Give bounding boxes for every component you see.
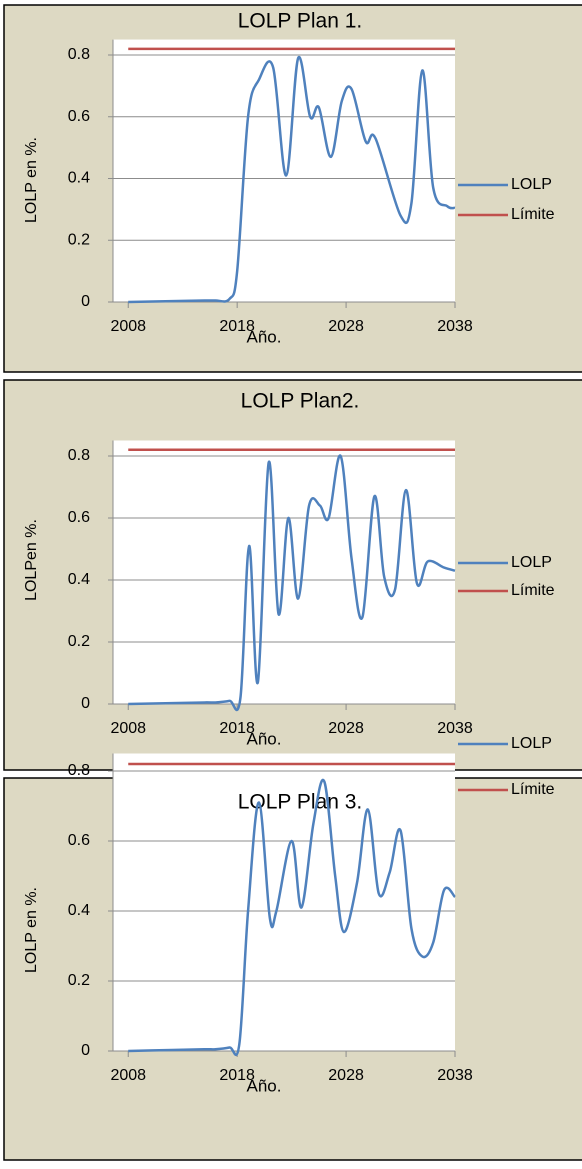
x-tick-label: 2018 xyxy=(219,1067,255,1084)
legend-label: Límite xyxy=(511,206,555,223)
x-tick-label: 2018 xyxy=(219,318,255,335)
y-tick-label: 0.8 xyxy=(68,762,90,779)
x-tick-label: 2008 xyxy=(110,318,146,335)
x-tick-label: 2008 xyxy=(110,1067,146,1084)
y-axis-label: LOLP en %. xyxy=(23,887,40,973)
legend-label: Límite xyxy=(511,781,555,798)
chart-title: LOLP Plan2. xyxy=(241,390,360,413)
series-line xyxy=(128,56,456,304)
y-tick-label: 0 xyxy=(81,293,90,310)
y-tick-label: 0.6 xyxy=(68,832,90,849)
y-tick-label: 0.6 xyxy=(68,509,90,526)
x-tick-label: 2018 xyxy=(219,720,255,737)
series-line xyxy=(128,454,456,712)
legend-label: LOLP xyxy=(511,735,552,752)
y-tick-label: 0.6 xyxy=(68,108,90,125)
x-tick-label: 2028 xyxy=(328,318,364,335)
y-tick-label: 0.8 xyxy=(68,46,90,63)
x-tick-label: 2008 xyxy=(110,720,146,737)
y-tick-label: 0.2 xyxy=(68,633,90,650)
chart-title: LOLP Plan 1. xyxy=(238,10,363,33)
x-tick-label: 2038 xyxy=(437,1067,473,1084)
x-axis-label: Año. xyxy=(247,729,282,748)
x-tick-label: 2028 xyxy=(328,720,364,737)
legend-label: LOLP xyxy=(511,176,552,193)
y-tick-label: 0.4 xyxy=(68,902,90,919)
y-tick-label: 0.2 xyxy=(68,972,90,989)
chart-title: LOLP Plan 3. xyxy=(238,791,363,814)
x-axis-label: Año. xyxy=(247,327,282,346)
x-tick-label: 2028 xyxy=(328,1067,364,1084)
x-tick-label: 2038 xyxy=(437,720,473,737)
y-tick-label: 0 xyxy=(81,1042,90,1059)
series-line xyxy=(128,778,456,1057)
y-tick-label: 0.2 xyxy=(68,231,90,248)
y-axis-label: LOLP en %. xyxy=(23,137,40,223)
y-tick-label: 0 xyxy=(81,695,90,712)
plot-area xyxy=(113,753,455,1051)
x-axis-label: Año. xyxy=(247,1076,282,1095)
y-axis-label: LOLPen %. xyxy=(23,519,40,601)
y-tick-label: 0.8 xyxy=(68,447,90,464)
y-tick-label: 0.4 xyxy=(68,571,90,588)
x-tick-label: 2038 xyxy=(437,318,473,335)
legend-label: Límite xyxy=(511,582,555,599)
legend-label: LOLP xyxy=(511,554,552,571)
y-tick-label: 0.4 xyxy=(68,170,90,187)
